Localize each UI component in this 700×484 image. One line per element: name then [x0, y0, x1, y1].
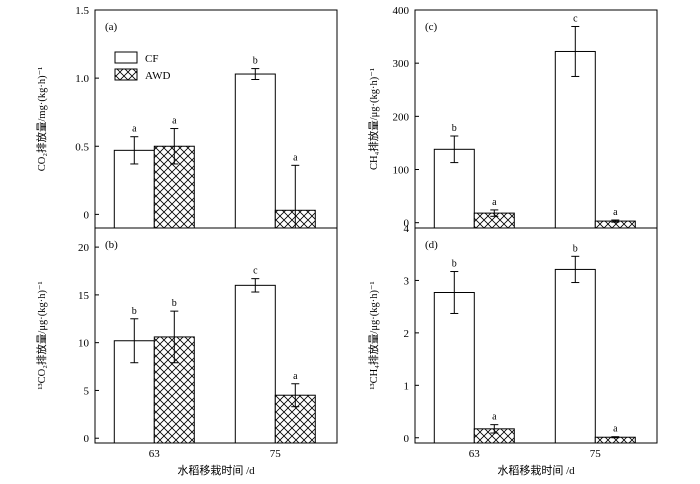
- y-axis-label: ¹³CH₄排放量/μg·(kg·h)⁻¹: [367, 281, 380, 389]
- x-tick-label: 75: [270, 448, 282, 460]
- significance-letter: b: [452, 123, 457, 134]
- x-axis-label: 水稻移栽时间 /d: [177, 464, 255, 477]
- legend-swatch-cf: [114, 51, 138, 64]
- significance-letter: a: [613, 207, 618, 218]
- panel-c: 0 100 200 300 400 CH₄排放量/μg·(kg·h)⁻¹ (c) b a c a: [367, 5, 658, 230]
- bar-cf-75: [554, 268, 596, 444]
- y-tick-label: 400: [393, 5, 410, 17]
- x-axis-label: 水稻移栽时间 /d: [497, 464, 575, 477]
- panel-label: (d): [425, 239, 438, 251]
- x-tick-label: 63: [149, 448, 161, 460]
- significance-letter: a: [293, 371, 298, 382]
- y-tick-label: 200: [393, 111, 410, 123]
- bar-cf-75: [554, 50, 596, 229]
- bar-cf-63: [433, 292, 475, 444]
- significance-letter: c: [573, 13, 578, 24]
- x-tick-label: 75: [590, 448, 602, 460]
- y-axis-label: ¹³CO₂排放量/μg·(kg·h)⁻¹: [35, 281, 48, 389]
- y-tick-label: 3: [404, 275, 410, 287]
- y-tick-label: 15: [78, 290, 90, 302]
- panel-d: 0 1 2 3 4 ¹³CH₄排放量/μg·(kg·h)⁻¹ (d) 63 b a 75 b a 水稻移栽…: [367, 223, 658, 477]
- panel-b: 0 5 10 15 20 ¹³CO₂排放量/μg·(kg·h)⁻¹ (b) 63 b b 75 c a 水…: [35, 227, 338, 477]
- panel-label: (b): [105, 239, 118, 251]
- panel-a: 0 0.5 1.0 1.5 CO₂排放量/mg·(kg·h)⁻¹ (a) a a b a CF AWD: [35, 5, 338, 229]
- significance-letter: b: [132, 306, 137, 317]
- significance-letter: b: [573, 243, 578, 254]
- legend-label-cf: CF: [145, 53, 158, 65]
- panel-label: (c): [425, 21, 438, 33]
- y-tick-label: 0: [404, 433, 410, 445]
- significance-letter: c: [253, 266, 258, 277]
- y-tick-label: 0: [84, 209, 90, 221]
- y-tick-label: 10: [78, 338, 90, 350]
- panel-label: (a): [105, 21, 118, 33]
- significance-letter: b: [452, 259, 457, 270]
- y-tick-label: 1.0: [75, 73, 89, 85]
- y-tick-label: 0: [404, 218, 410, 230]
- y-tick-label: 20: [78, 242, 90, 254]
- y-tick-label: 2: [404, 328, 410, 340]
- significance-letter: b: [172, 298, 177, 309]
- significance-letter: a: [132, 124, 137, 135]
- plot-frame: [414, 227, 658, 444]
- significance-letter: a: [492, 197, 497, 208]
- y-tick-label: 300: [393, 58, 410, 70]
- y-axis-label: CO₂排放量/mg·(kg·h)⁻¹: [35, 67, 48, 172]
- bar-cf-75: [234, 284, 276, 444]
- significance-letter: a: [492, 412, 497, 423]
- significance-letter: a: [172, 116, 177, 127]
- y-axis-label: CH₄排放量/μg·(kg·h)⁻¹: [367, 68, 380, 170]
- significance-letter: a: [293, 152, 298, 163]
- y-tick-label: 0.5: [75, 141, 89, 153]
- significance-letter: a: [613, 424, 618, 435]
- legend-swatch-awd: [114, 68, 138, 81]
- x-tick-label: 63: [469, 448, 481, 460]
- y-tick-label: 100: [393, 165, 410, 177]
- y-tick-label: 5: [84, 385, 90, 397]
- bar-cf-75: [234, 73, 276, 229]
- significance-letter: b: [253, 56, 258, 67]
- y-tick-label: 4: [404, 223, 410, 235]
- legend-label-awd: AWD: [145, 70, 170, 82]
- y-tick-label: 1.5: [75, 5, 89, 17]
- y-tick-label: 1: [404, 380, 410, 392]
- plot-frame: [94, 227, 338, 444]
- y-tick-label: 0: [84, 433, 90, 445]
